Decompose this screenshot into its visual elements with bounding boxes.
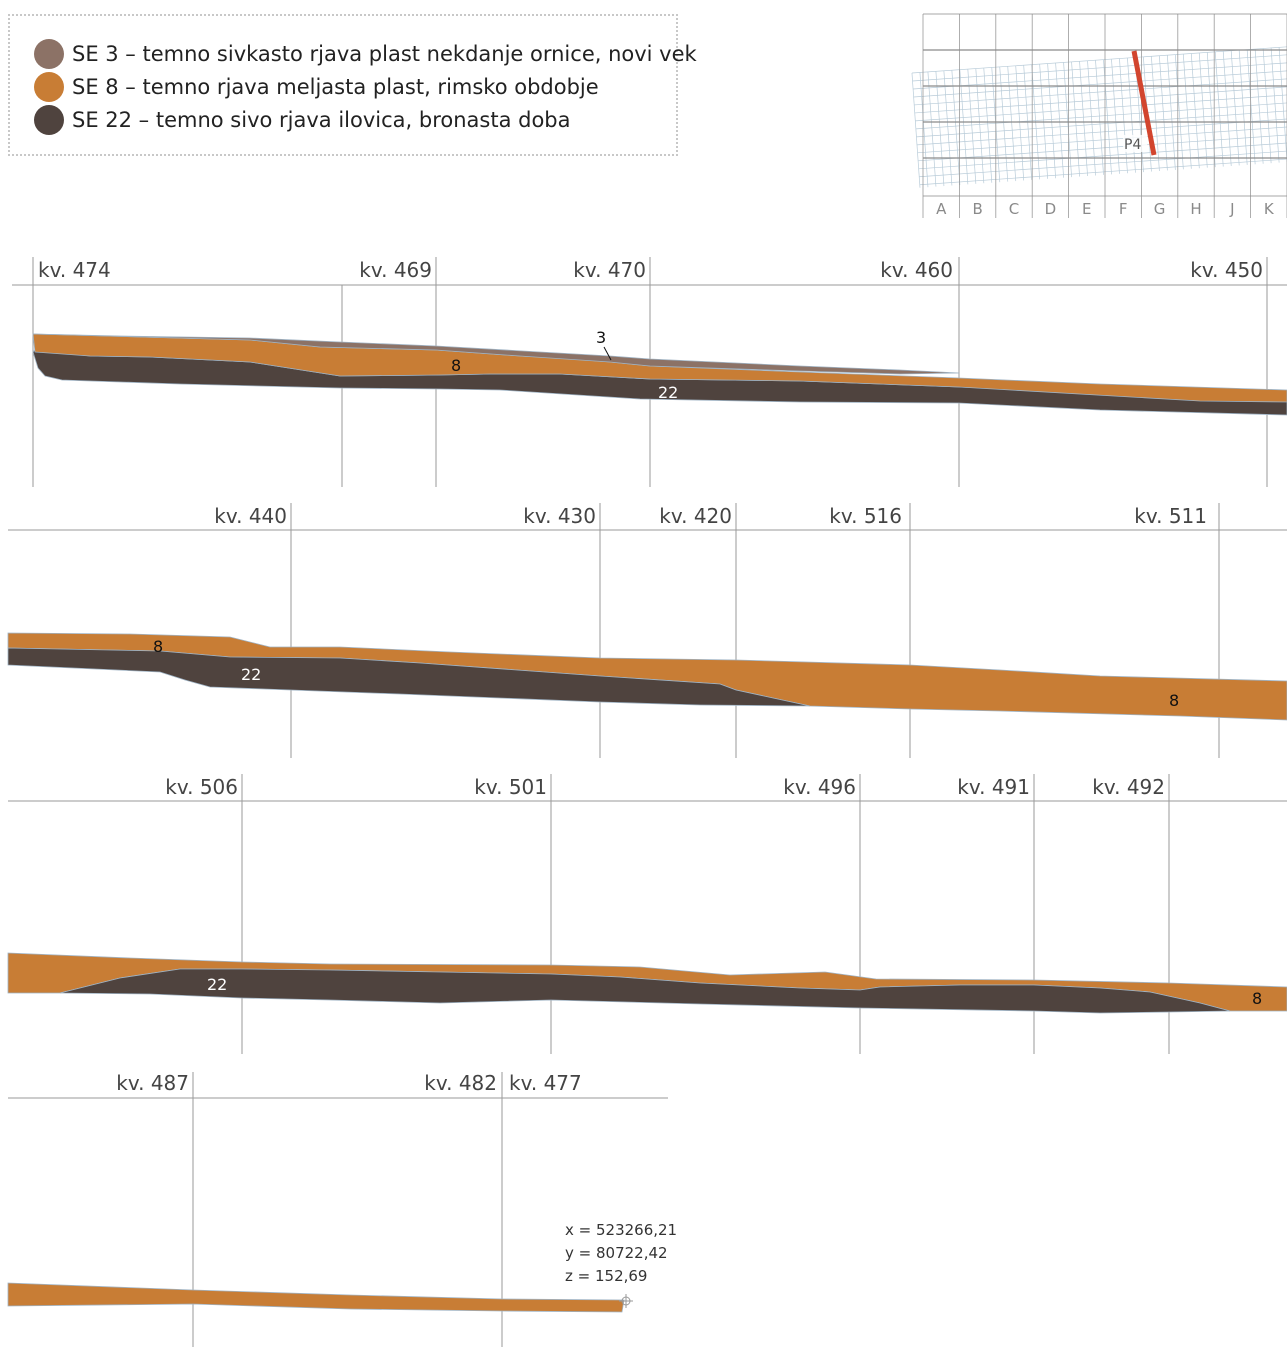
- profile-p4-label: P4: [1124, 137, 1141, 153]
- square-divider-kv-506: kv. 506: [165, 774, 243, 1054]
- locator-column-label: G: [1154, 200, 1166, 218]
- square-label: kv. 496: [783, 775, 856, 799]
- locator-excavation-grid: [911, 46, 1287, 188]
- layer-se8: [7, 1282, 625, 1313]
- square-divider-kv-496: kv. 496: [783, 774, 861, 1054]
- square-label: kv. 511: [1134, 504, 1207, 528]
- legend: SE 3 – temno sivkasto rjava plast nekdan…: [8, 14, 697, 156]
- profile-p4-label-bg: [1123, 135, 1147, 152]
- layer-se22: [59, 968, 1231, 1014]
- layer-label-se8: 8: [1169, 691, 1179, 710]
- layer-se3: [32, 333, 960, 375]
- profile-row-4: kv. 487 kv. 482 kv. 477 x = 523266,21 y …: [7, 1071, 677, 1347]
- layer-label-se3: 3: [596, 328, 606, 347]
- square-label: kv. 450: [1190, 258, 1263, 282]
- square-label: kv. 469: [359, 258, 432, 282]
- square-label: kv. 420: [659, 504, 732, 528]
- square-label: kv. 516: [829, 504, 902, 528]
- square-label: kv. 492: [1092, 775, 1165, 799]
- layer-se22: [7, 647, 811, 707]
- square-divider-kv-440: kv. 440: [214, 503, 292, 758]
- square-divider-kv-470: kv. 470: [573, 257, 651, 487]
- square-label: kv. 487: [116, 1071, 189, 1095]
- square-divider-kv-450: kv. 450: [1190, 257, 1268, 487]
- square-label: kv. 470: [573, 258, 646, 282]
- profile-p4-line: [1131, 50, 1157, 156]
- square-label: kv. 477: [509, 1071, 582, 1095]
- locator-column-label: E: [1082, 200, 1091, 218]
- coordinate-z: z = 152,69: [565, 1267, 647, 1285]
- square-label: kv. 460: [880, 258, 953, 282]
- profile-row-3: kv. 506 kv. 501 kv. 496 kv. 491 kv. 492 …: [7, 774, 1287, 1054]
- square-divider-kv-430: kv. 430: [523, 503, 601, 758]
- square-label: kv. 491: [957, 775, 1030, 799]
- legend-swatch-se22: [34, 105, 64, 135]
- square-divider-kv-491: kv. 491: [957, 774, 1035, 1054]
- layer-label-se8: 8: [1252, 989, 1262, 1008]
- layer-label-se22: 22: [241, 665, 261, 684]
- profile-row-1: kv. 474 kv. 469 kv. 470 kv. 460 kv. 450 …: [12, 257, 1287, 487]
- locator-column-label: H: [1190, 200, 1201, 218]
- profile-row-2: kv. 440 kv. 430 kv. 420 kv. 516 kv. 511 …: [7, 503, 1287, 758]
- site-locator-map: A B C D E F G H J K P4: [911, 13, 1287, 218]
- square-divider-kv-487: kv. 487: [116, 1071, 194, 1347]
- locator-column-label: F: [1119, 200, 1128, 218]
- square-label: kv. 430: [523, 504, 596, 528]
- legend-item-se3: SE 3 – temno sivkasto rjava plast nekdan…: [34, 38, 697, 70]
- square-divider-kv-420: kv. 420: [659, 503, 737, 758]
- square-label: kv. 482: [424, 1071, 497, 1095]
- square-label: kv. 501: [474, 775, 547, 799]
- square-divider-kv-474: kv. 474: [32, 257, 111, 487]
- locator-column-label: C: [1009, 200, 1019, 218]
- legend-label-se8: SE 8 – temno rjava meljasta plast, rimsk…: [72, 75, 599, 99]
- layer-label-se8: 8: [153, 637, 163, 656]
- square-label: kv. 440: [214, 504, 287, 528]
- locator-column-label: B: [972, 200, 982, 218]
- locator-column-label: J: [1229, 200, 1234, 218]
- square-divider-kv-516: kv. 516: [829, 503, 911, 758]
- legend-swatch-se8: [34, 72, 64, 102]
- locator-column-label: K: [1264, 200, 1275, 218]
- square-label: kv. 506: [165, 775, 238, 799]
- coordinate-y: y = 80722,42: [565, 1244, 668, 1262]
- square-divider-kv-501: kv. 501: [474, 774, 552, 1054]
- square-divider-kv-511: kv. 511: [1134, 503, 1220, 758]
- layer-label-se22: 22: [207, 975, 227, 994]
- locator-grid: [911, 13, 1287, 218]
- square-label: kv. 474: [38, 258, 111, 282]
- square-divider-kv-492: kv. 492: [1092, 774, 1170, 1054]
- legend-label-se3: SE 3 – temno sivkasto rjava plast nekdan…: [72, 42, 697, 66]
- legend-item-se22: SE 22 – temno sivo rjava ilovica, bronas…: [34, 104, 571, 136]
- legend-label-se22: SE 22 – temno sivo rjava ilovica, bronas…: [72, 108, 571, 132]
- square-divider-kv-469: kv. 469: [359, 257, 437, 487]
- locator-column-label: D: [1045, 200, 1057, 218]
- square-divider-kv-460: kv. 460: [880, 257, 960, 487]
- coordinate-x: x = 523266,21: [565, 1221, 677, 1239]
- layer-label-se8: 8: [451, 356, 461, 375]
- leader-line: [603, 346, 612, 361]
- legend-swatch-se3: [34, 39, 64, 69]
- layer-label-se22: 22: [658, 383, 678, 402]
- survey-point-marker: [619, 1294, 633, 1308]
- legend-item-se8: SE 8 – temno rjava meljasta plast, rimsk…: [34, 71, 599, 103]
- locator-column-label: A: [936, 200, 947, 218]
